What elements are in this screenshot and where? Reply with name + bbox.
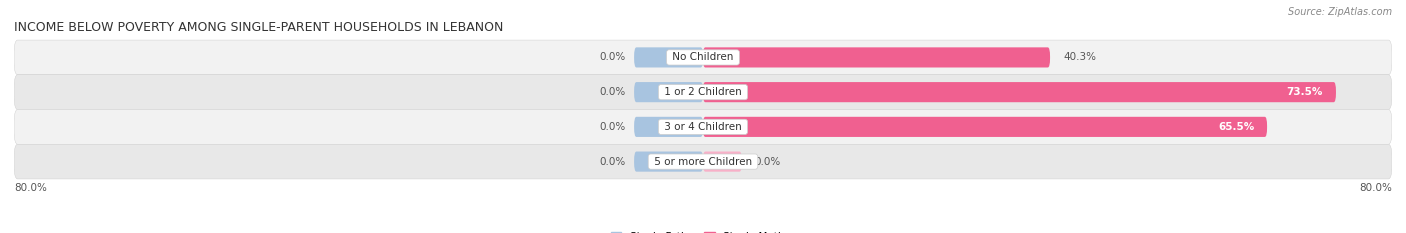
FancyBboxPatch shape	[703, 47, 1050, 68]
FancyBboxPatch shape	[14, 40, 1392, 75]
Text: 0.0%: 0.0%	[599, 157, 626, 167]
Text: 80.0%: 80.0%	[14, 183, 46, 193]
FancyBboxPatch shape	[703, 151, 742, 172]
FancyBboxPatch shape	[14, 110, 1392, 144]
Text: 0.0%: 0.0%	[599, 52, 626, 62]
FancyBboxPatch shape	[634, 82, 703, 102]
FancyBboxPatch shape	[14, 144, 1392, 179]
FancyBboxPatch shape	[14, 75, 1392, 110]
FancyBboxPatch shape	[634, 47, 703, 68]
Text: 1 or 2 Children: 1 or 2 Children	[661, 87, 745, 97]
Text: Source: ZipAtlas.com: Source: ZipAtlas.com	[1288, 7, 1392, 17]
Text: INCOME BELOW POVERTY AMONG SINGLE-PARENT HOUSEHOLDS IN LEBANON: INCOME BELOW POVERTY AMONG SINGLE-PARENT…	[14, 21, 503, 34]
Text: 73.5%: 73.5%	[1286, 87, 1323, 97]
FancyBboxPatch shape	[703, 82, 1336, 102]
FancyBboxPatch shape	[634, 151, 703, 172]
Text: 65.5%: 65.5%	[1218, 122, 1254, 132]
Text: No Children: No Children	[669, 52, 737, 62]
Text: 0.0%: 0.0%	[599, 122, 626, 132]
Legend: Single Father, Single Mother: Single Father, Single Mother	[607, 228, 799, 233]
Text: 80.0%: 80.0%	[1360, 183, 1392, 193]
Text: 0.0%: 0.0%	[755, 157, 780, 167]
Text: 0.0%: 0.0%	[599, 87, 626, 97]
Text: 3 or 4 Children: 3 or 4 Children	[661, 122, 745, 132]
FancyBboxPatch shape	[634, 117, 703, 137]
Text: 5 or more Children: 5 or more Children	[651, 157, 755, 167]
FancyBboxPatch shape	[703, 117, 1267, 137]
Text: 40.3%: 40.3%	[1063, 52, 1095, 62]
